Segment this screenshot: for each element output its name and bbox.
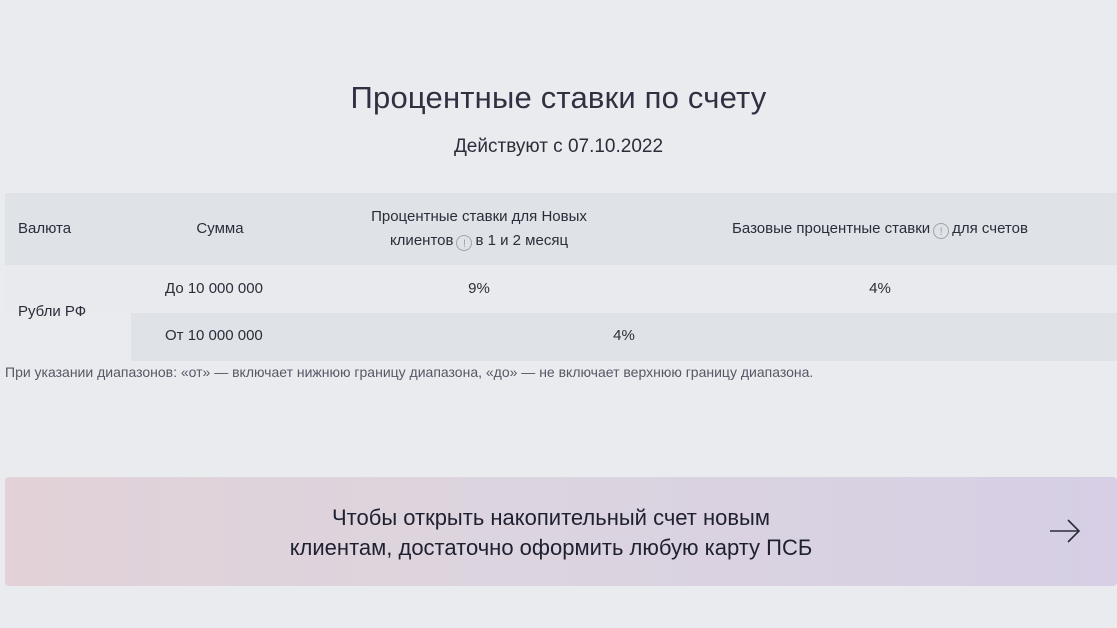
sum-cell: До 10 000 000 bbox=[165, 280, 263, 297]
rates-table: Валюта Сумма Процентные ставки для Новых… bbox=[5, 193, 1117, 361]
info-icon[interactable]: ! bbox=[933, 223, 950, 239]
info-icon[interactable]: ! bbox=[456, 235, 473, 251]
column-header-new-client-rates: Процентные ставки для Новых клиентов! в 1… bbox=[335, 205, 623, 253]
column-header-new-client-rates-line2a: клиентов bbox=[389, 232, 454, 249]
banner-text-line2: клиентам, достаточно оформить любую карт… bbox=[289, 535, 813, 560]
banner-text-line1: Чтобы открыть накопительный счет новым bbox=[331, 505, 770, 530]
rate-cell: 4% bbox=[613, 327, 635, 344]
column-header-base-rates-b: для счетов bbox=[952, 220, 1028, 237]
open-account-banner[interactable]: Чтобы открыть накопительный счет новым к… bbox=[5, 477, 1117, 586]
new-client-rate-cell: 9% bbox=[468, 280, 490, 297]
column-header-new-client-rates-line1: Процентные ставки для Новых bbox=[371, 208, 587, 225]
page-title: Процентные ставки по счету bbox=[350, 80, 767, 115]
table-row bbox=[131, 313, 1117, 361]
base-rate-cell: 4% bbox=[869, 280, 891, 297]
table-row bbox=[5, 265, 1117, 313]
column-header-base-rates: Базовые процентные ставки! для счетов bbox=[665, 217, 1095, 241]
page-subtitle: Действуют с 07.10.2022 bbox=[453, 136, 664, 157]
arrow-right-icon[interactable] bbox=[1048, 515, 1082, 547]
column-header-sum: Сумма bbox=[196, 220, 244, 237]
sum-cell: От 10 000 000 bbox=[165, 327, 263, 344]
currency-cell: Рубли РФ bbox=[18, 303, 87, 320]
banner-text: Чтобы открыть накопительный счет новым к… bbox=[251, 503, 851, 563]
table-header bbox=[5, 193, 1117, 265]
range-footnote: При указании диапазонов: «от» — включает… bbox=[5, 364, 814, 380]
column-header-new-client-rates-line2b: в 1 и 2 месяц bbox=[475, 232, 569, 249]
column-header-currency: Валюта bbox=[18, 220, 72, 237]
column-header-base-rates-a: Базовые процентные ставки bbox=[732, 220, 931, 237]
